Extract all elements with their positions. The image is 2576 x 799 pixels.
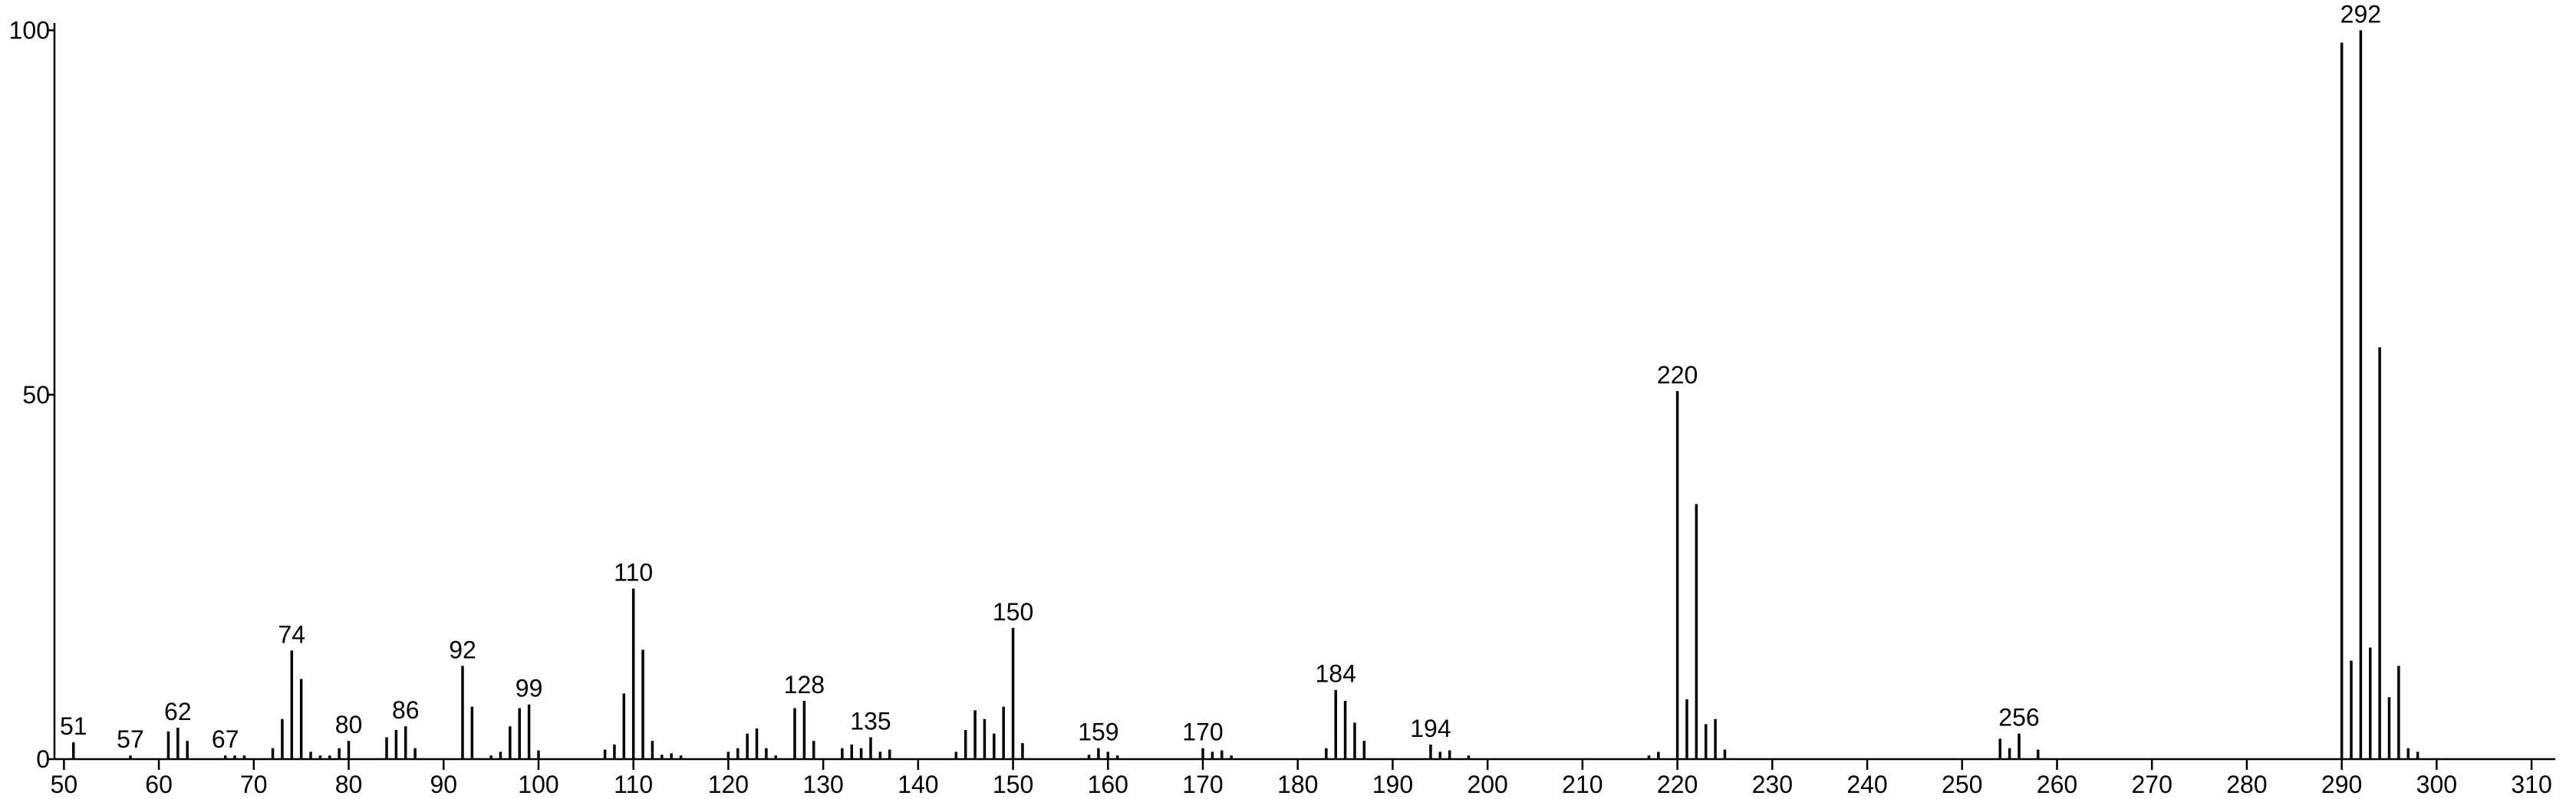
x-tick-label: 120 xyxy=(708,771,749,798)
y-tick-label: 100 xyxy=(9,17,50,44)
x-tick-label: 90 xyxy=(430,771,457,798)
x-tick-label: 280 xyxy=(2226,771,2267,798)
peak-label: 92 xyxy=(449,636,476,663)
peak-label: 135 xyxy=(850,707,891,735)
peak-label: 74 xyxy=(278,620,306,648)
x-tick-label: 160 xyxy=(1088,771,1128,798)
peak-label: 159 xyxy=(1078,718,1118,746)
peak-label: 184 xyxy=(1316,660,1356,688)
peak-label: 128 xyxy=(784,671,825,699)
x-tick-label: 190 xyxy=(1372,771,1413,798)
x-tick-label: 270 xyxy=(2131,771,2172,798)
x-tick-label: 290 xyxy=(2321,771,2362,798)
peak-label: 194 xyxy=(1410,715,1451,742)
x-tick-label: 240 xyxy=(1846,771,1887,798)
peak-label: 220 xyxy=(1657,361,1698,389)
x-tick-label: 250 xyxy=(1942,771,1982,798)
peak-label: 80 xyxy=(335,711,363,738)
x-tick-label: 220 xyxy=(1657,771,1698,798)
x-tick-label: 140 xyxy=(898,771,938,798)
y-tick-label: 50 xyxy=(22,381,50,409)
x-tick-label: 300 xyxy=(2416,771,2457,798)
peak-label: 67 xyxy=(212,725,239,753)
x-tick-label: 200 xyxy=(1467,771,1507,798)
peak-label: 110 xyxy=(614,559,653,587)
peak-label: 256 xyxy=(1998,704,2039,732)
x-tick-label: 60 xyxy=(145,771,173,798)
x-tick-label: 80 xyxy=(335,771,363,798)
x-tick-label: 260 xyxy=(2037,771,2077,798)
x-tick-label: 230 xyxy=(1752,771,1793,798)
x-tick-label: 100 xyxy=(518,771,558,798)
y-tick-label: 0 xyxy=(36,745,50,773)
peak-label: 170 xyxy=(1182,718,1223,746)
peak-label: 86 xyxy=(392,696,420,724)
peak-label: 62 xyxy=(164,698,192,725)
peak-label: 99 xyxy=(516,675,543,702)
peak-label: 57 xyxy=(117,725,144,753)
peak-label: 150 xyxy=(993,598,1033,626)
x-tick-label: 70 xyxy=(240,771,268,798)
x-tick-label: 170 xyxy=(1182,771,1223,798)
peak-label: 292 xyxy=(2340,1,2381,28)
x-tick-label: 150 xyxy=(993,771,1033,798)
x-tick-label: 310 xyxy=(2511,771,2551,798)
x-tick-label: 180 xyxy=(1277,771,1318,798)
x-tick-label: 130 xyxy=(802,771,843,798)
x-tick-label: 110 xyxy=(614,771,653,798)
x-tick-label: 50 xyxy=(51,771,78,798)
peak-label: 51 xyxy=(60,712,87,740)
x-tick-label: 210 xyxy=(1562,771,1603,798)
